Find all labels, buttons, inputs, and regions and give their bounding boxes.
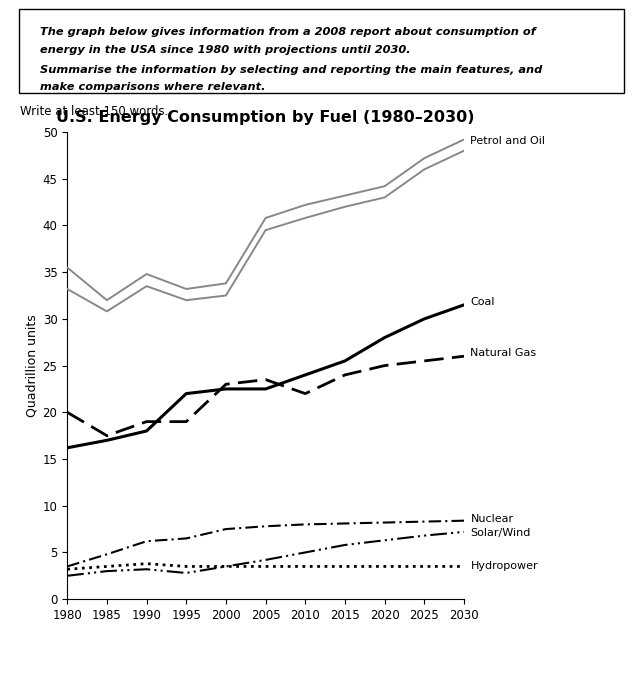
Text: The graph below gives information from a 2008 report about consumption of: The graph below gives information from a… [40, 27, 536, 37]
Title: U.S. Energy Consumption by Fuel (1980–2030): U.S. Energy Consumption by Fuel (1980–20… [56, 110, 475, 125]
Text: make comparisons where relevant.: make comparisons where relevant. [40, 83, 266, 93]
Text: Petrol and Oil: Petrol and Oil [470, 136, 545, 146]
Text: Write at least 150 words.: Write at least 150 words. [20, 105, 169, 118]
Text: Solar/Wind: Solar/Wind [470, 528, 531, 538]
Text: Hydropower: Hydropower [470, 561, 538, 571]
Text: Natural Gas: Natural Gas [470, 349, 536, 358]
Text: Summarise the information by selecting and reporting the main features, and: Summarise the information by selecting a… [40, 64, 543, 74]
Text: energy in the USA since 1980 with projections until 2030.: energy in the USA since 1980 with projec… [40, 45, 411, 56]
FancyBboxPatch shape [19, 9, 624, 93]
Text: Coal: Coal [470, 297, 495, 307]
Y-axis label: Quadrillion units: Quadrillion units [26, 314, 38, 417]
Text: Nuclear: Nuclear [470, 514, 513, 524]
